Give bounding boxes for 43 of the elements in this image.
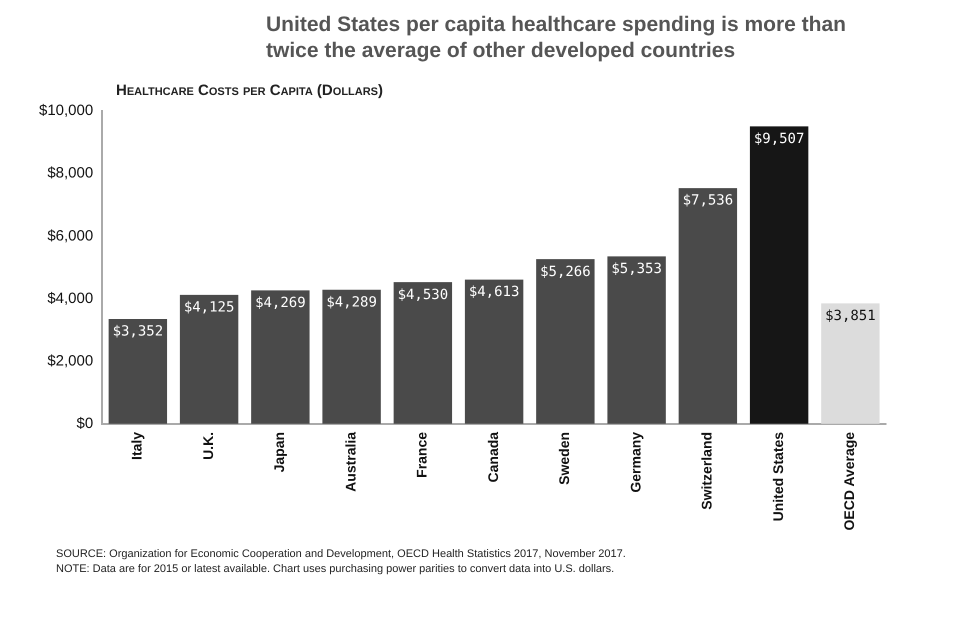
bar xyxy=(180,294,238,424)
bar xyxy=(536,259,595,424)
x-tick-label: United States xyxy=(770,432,786,522)
data-label: $4,613 xyxy=(468,284,520,300)
data-label: $3,851 xyxy=(825,308,876,324)
data-label: $7,536 xyxy=(682,192,734,209)
bar xyxy=(750,126,808,424)
y-tick-label: $4,000 xyxy=(47,290,94,307)
x-tick-label: Canada xyxy=(484,432,501,483)
y-tick-label: $8,000 xyxy=(47,164,94,182)
bar xyxy=(251,290,310,424)
bar xyxy=(464,280,524,424)
chart-title: United States per capita healthcare spending is more than twice the average of other developed countries xyxy=(266,12,847,64)
y-tick-label: $2,000 xyxy=(47,352,94,370)
text: NOTE: Data are for 2015 or latest available. Chart uses purchasing power parities to convert data into U.S. dollars. xyxy=(56,562,616,577)
x-tick-label: Italy xyxy=(128,432,145,460)
bar xyxy=(607,256,666,424)
source-note: SOURCE: Organization for Economic Cooperation and Development, OECD Health Statistics 2017, November 2017. xyxy=(56,547,627,562)
x-tick-label: Switzerland xyxy=(698,432,715,510)
data-label: $4,125 xyxy=(184,299,234,316)
x-tick-label: Australia xyxy=(342,432,358,492)
x-tick-label: France xyxy=(414,432,430,478)
bar xyxy=(108,319,168,424)
bar xyxy=(678,188,738,424)
x-tick-label: Sweden xyxy=(556,432,572,485)
chart-subtitle: Healthcare Costs per Capita (Dollars) xyxy=(116,82,384,99)
bar xyxy=(322,290,381,424)
x-tick-label: Japan xyxy=(271,432,288,472)
bar xyxy=(821,303,880,424)
data-label: $5,266 xyxy=(540,264,591,280)
x-tick-label: U.K. xyxy=(200,432,216,460)
data-label: $3,352 xyxy=(112,324,164,340)
data-label: $9,507 xyxy=(754,131,804,148)
y-tick-label: $6,000 xyxy=(47,227,94,244)
data-label: $4,289 xyxy=(326,294,377,310)
y-tick-label: $0 xyxy=(76,415,94,432)
bar xyxy=(394,282,452,424)
x-tick-label: OECD Average xyxy=(841,432,858,530)
data-label: $5,353 xyxy=(611,261,662,278)
x-tick-label: Germany xyxy=(627,432,644,493)
data-label: $4,269 xyxy=(255,294,306,311)
y-tick-label: $10,000 xyxy=(38,102,94,120)
data-label: $4,530 xyxy=(398,286,448,303)
